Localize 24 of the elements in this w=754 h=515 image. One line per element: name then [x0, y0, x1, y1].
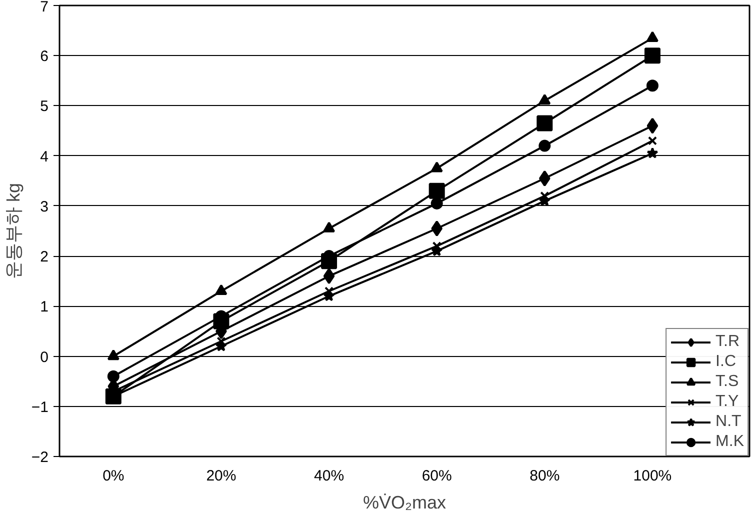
legend-label: M.K [716, 433, 744, 451]
y-axis-title: 운동부하 kg [3, 182, 24, 280]
x-tick-label: 60% [422, 468, 452, 484]
legend-label: I.C [716, 353, 736, 371]
y-tick-label: −2 [31, 449, 49, 466]
x-tick-label: 80% [530, 468, 560, 484]
x-tick-label: 0% [102, 468, 124, 484]
x-tick-label: 20% [206, 468, 236, 484]
y-tick-label: 0 [40, 348, 48, 366]
y-tick-label: 4 [40, 148, 48, 166]
x-tick-label: 40% [314, 468, 344, 484]
y-tick-label: 6 [40, 48, 48, 66]
y-tick-label: 5 [40, 98, 48, 116]
y-tick-label: 2 [40, 248, 48, 266]
y-tick-label: 1 [40, 298, 48, 316]
legend-label: T.Y [716, 393, 739, 411]
x-tick-label: 100% [633, 468, 672, 484]
x-axis-title: %V̇O₂max [363, 492, 446, 512]
y-tick-label: 3 [40, 198, 48, 216]
legend-label: T.R [716, 333, 740, 351]
y-tick-label: 7 [40, 0, 48, 16]
legend-label: N.T [716, 413, 742, 431]
legend-label: T.S [716, 373, 739, 391]
y-tick-label: −1 [31, 398, 49, 416]
